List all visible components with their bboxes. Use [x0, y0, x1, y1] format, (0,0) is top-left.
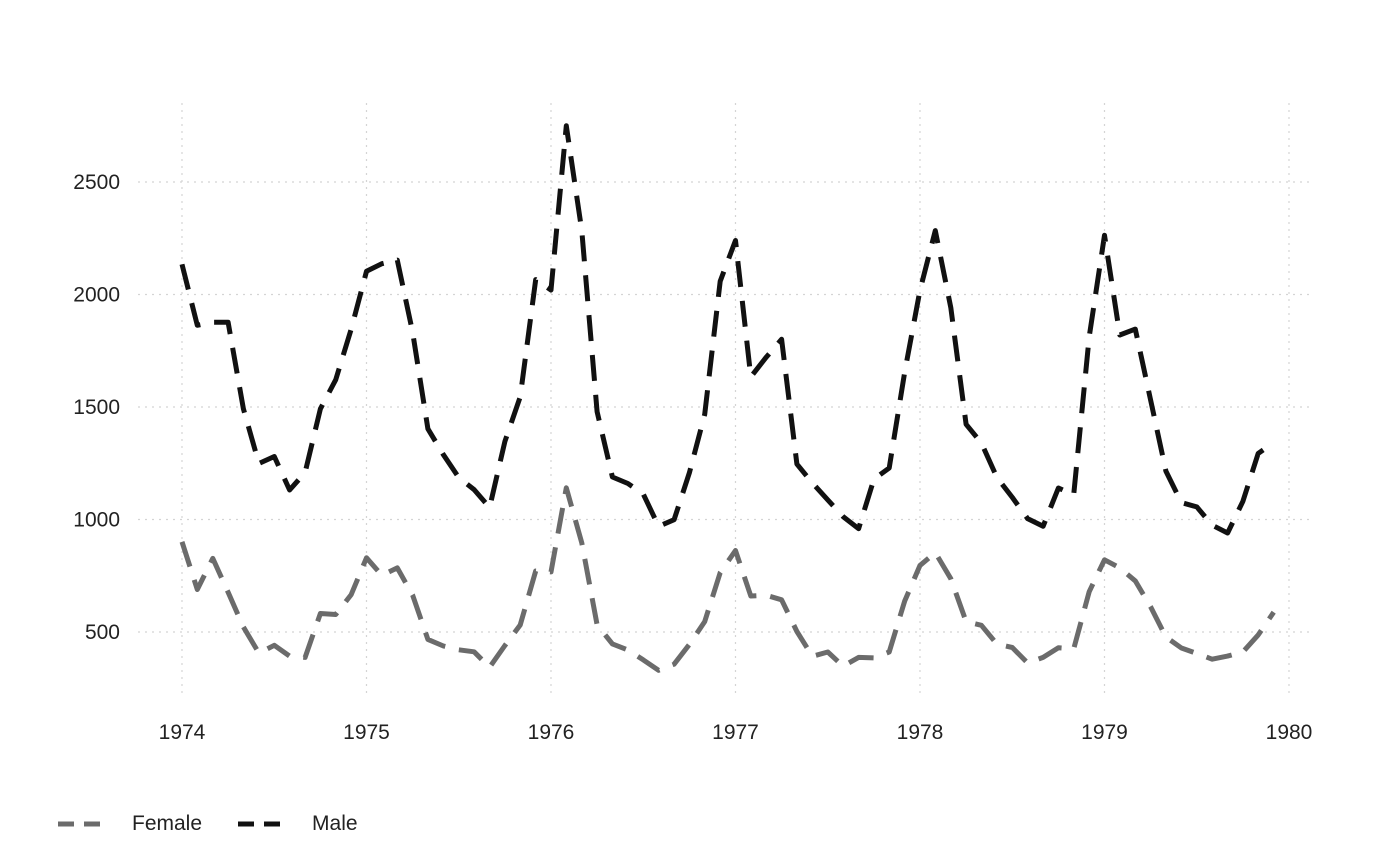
x-axis-tick-labels: 1974 1975 1976 1977 1978 1979 1980: [159, 721, 1313, 744]
series-line-male: [179, 123, 1276, 536]
x-tick-label: 1979: [1081, 721, 1128, 744]
y-tick-label: 2500: [73, 171, 120, 194]
y-tick-label: 2000: [73, 284, 120, 307]
gridlines: [138, 103, 1313, 693]
y-axis-tick-labels: 500 1000 1500 2000 2500: [73, 171, 120, 644]
x-tick-label: 1974: [159, 721, 206, 744]
x-tick-label: 1975: [343, 721, 390, 744]
legend-item-male: Male: [236, 812, 358, 836]
legend-label-female: Female: [132, 812, 203, 835]
y-tick-label: 1500: [73, 396, 120, 419]
series-line-female: [179, 485, 1276, 673]
x-tick-label: 1977: [712, 721, 759, 744]
legend-item-female: Female: [56, 812, 202, 836]
x-tick-label: 1976: [528, 721, 575, 744]
y-tick-label: 500: [85, 621, 120, 644]
legend-key-male: [238, 821, 291, 827]
x-tick-label: 1978: [897, 721, 944, 744]
x-tick-label: 1980: [1266, 721, 1313, 744]
legend: Female Male: [56, 812, 358, 836]
series-lines: [179, 123, 1276, 673]
y-tick-label: 1000: [73, 509, 120, 532]
legend-label-male: Male: [312, 812, 358, 835]
legend-key-female: [58, 821, 110, 827]
